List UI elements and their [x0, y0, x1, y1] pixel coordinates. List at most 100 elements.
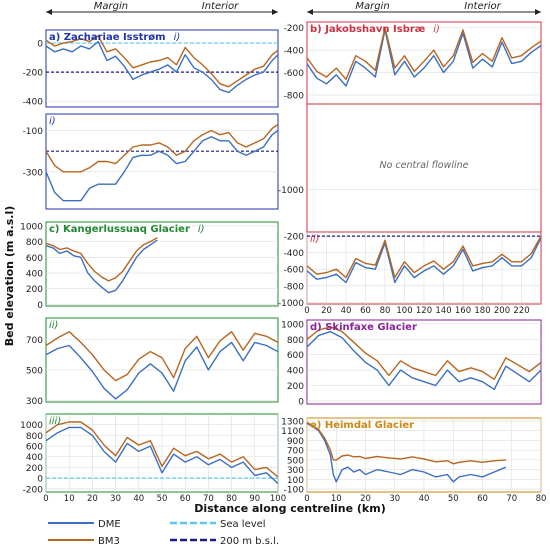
y-tick-label: 900 — [287, 437, 304, 447]
series-line-bm3 — [306, 235, 542, 279]
x-tick-label: 40 — [341, 306, 352, 316]
y-tick-label: 1000 — [20, 222, 43, 232]
series-line-bm3 — [45, 237, 158, 282]
y-tick-label: -200 — [284, 24, 305, 34]
series-line-dme — [45, 40, 279, 94]
x-tick-label: 90 — [249, 494, 260, 504]
series-line-dme — [45, 129, 279, 202]
arrow-head-left — [307, 9, 313, 15]
series-line-bm3 — [306, 26, 542, 81]
panel-title: e) Heimdal Glacier — [310, 420, 414, 431]
panel-sublabel: i) — [198, 224, 205, 235]
series-line-bm3 — [306, 326, 542, 380]
y-tick-label: 300 — [26, 397, 43, 407]
x-tick-label: 80 — [536, 494, 547, 504]
x-tick-label: 60 — [360, 306, 371, 316]
series-line-bm3 — [45, 331, 279, 382]
panel-note: No central flowline — [379, 160, 468, 171]
legend-item: 200 m b.s.l. — [170, 536, 279, 547]
x-tick-label: 40 — [133, 494, 144, 504]
panel-b-i: -200 -400 -600 -800 b) Jakobshavn Isbræ i) — [284, 21, 542, 105]
y-tick-label: 200 — [26, 285, 43, 295]
x-tick-label: 0 — [304, 494, 309, 504]
y-tick-label: -200 — [23, 485, 44, 495]
legend: DME BM3 Sea level 200 m b.s.l. — [48, 519, 279, 547]
series-line-dme — [306, 237, 542, 284]
series-line-bm3 — [45, 35, 279, 88]
x-tick-label: 220 — [513, 306, 529, 316]
y-tick-label: 500 — [287, 456, 304, 466]
legend-label: DME — [98, 519, 121, 530]
y-tick-label: 700 — [26, 336, 43, 346]
x-tick-label: 0 — [43, 494, 48, 504]
x-tick-label: 40 — [419, 494, 430, 504]
x-tick-label: 50 — [157, 494, 168, 504]
y-tick-label: 100 — [287, 476, 304, 486]
legend-label: Sea level — [220, 519, 266, 530]
arrow-head-right — [535, 9, 541, 15]
panel-a-ii: -100 -300 i) — [23, 113, 279, 210]
panel-frame — [45, 113, 279, 210]
legend-label: 200 m b.s.l. — [220, 536, 279, 547]
series-line-dme — [306, 422, 507, 483]
x-tick-label: 10 — [64, 494, 75, 504]
y-tick-label: -400 — [284, 249, 305, 259]
series-line-dme — [45, 426, 279, 485]
legend-item: BM3 — [48, 536, 120, 547]
x-tick-label: 70 — [506, 494, 517, 504]
y-tick-label: 800 — [26, 238, 43, 248]
panel-c-ii: 700 500 300 ii) — [26, 317, 279, 407]
arrow-head-left — [46, 9, 52, 15]
x-tick-label: 80 — [380, 306, 391, 316]
margin-label: Margin — [355, 1, 389, 12]
panel-a-i: 0 -200 -400 a) Zachariae Isstrøm i) — [23, 29, 279, 108]
y-tick-label: -600 — [284, 69, 305, 79]
y-tick-label: 1300 — [281, 417, 304, 427]
direction-header: Margin Interior — [307, 1, 541, 15]
direction-header: Margin Interior — [46, 1, 278, 15]
y-tick-label: 400 — [287, 367, 304, 377]
y-tick-label: 300 — [287, 466, 304, 476]
y-tick-label: -100 — [284, 486, 305, 496]
interior-label: Interior — [464, 1, 501, 12]
y-tick-label: 1100 — [281, 427, 304, 437]
y-tick-label: -400 — [23, 98, 44, 108]
panel-title: c) Kangerlussuaq Glacier — [49, 224, 190, 235]
y-tick-label: -300 — [23, 168, 44, 178]
series-line-bm3 — [45, 123, 279, 173]
x-tick-label: 30 — [389, 494, 400, 504]
y-tick-label: -200 — [23, 69, 44, 79]
x-tick-label: 160 — [455, 306, 471, 316]
margin-label: Margin — [94, 1, 128, 12]
y-tick-label: 500 — [26, 366, 43, 376]
y-tick-label: 200 — [26, 464, 43, 474]
panel-sublabel: i) — [49, 116, 56, 127]
figure-header: Margin Interior Margin Interior — [46, 1, 541, 15]
y-tick-label: -600 — [284, 266, 305, 276]
series-line-dme — [306, 330, 542, 391]
x-tick-label: 70 — [203, 494, 214, 504]
y-tick-label: 600 — [287, 351, 304, 361]
series-line-bm3 — [45, 421, 279, 478]
y-tick-label: 700 — [287, 447, 304, 457]
y-tick-label: -800 — [284, 282, 305, 292]
panel-title: a) Zachariae Isstrøm — [49, 32, 166, 43]
x-tick-label: 20 — [360, 494, 371, 504]
y-tick-label: 1000 — [281, 320, 304, 330]
legend-item: Sea level — [170, 519, 266, 530]
panel-sublabel: i) — [433, 24, 440, 35]
interior-label: Interior — [202, 1, 239, 12]
panel-d: 1000 800 600 400 200 0 d) Skinfaxe Glacier — [281, 319, 542, 407]
x-tick-label: 140 — [435, 306, 451, 316]
x-tick-label: 60 — [180, 494, 191, 504]
panel-sublabel: iii) — [49, 416, 61, 427]
y-tick-label: -1000 — [278, 299, 304, 309]
x-tick-label: 20 — [87, 494, 98, 504]
x-axis-label: Distance along centreline (km) — [194, 502, 386, 515]
y-tick-label: -800 — [284, 92, 305, 102]
panel-title: b) Jakobshavn Isbræ — [310, 24, 425, 35]
